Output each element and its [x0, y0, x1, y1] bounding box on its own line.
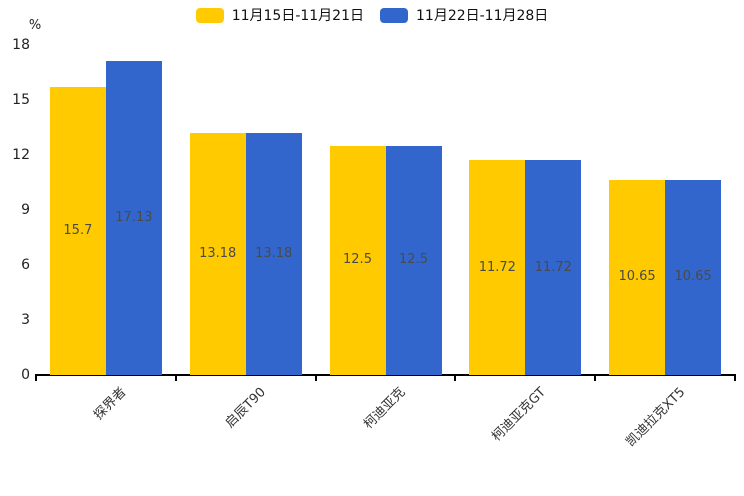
- bar-value-label: 15.7: [63, 223, 93, 239]
- bar-value-label: 11.72: [478, 259, 516, 275]
- y-tick-label: 18: [12, 37, 30, 53]
- x-category-label: 柯迪亚克: [361, 384, 409, 433]
- bar-series0-cat4[interactable]: [609, 179, 666, 375]
- legend: 11月15日-11月21日 11月22日-11月28日: [0, 5, 744, 25]
- x-axis-tick: [174, 376, 177, 381]
- y-tick-label: 15: [12, 92, 30, 108]
- bar-value-label: 13.18: [199, 246, 237, 262]
- bar-series1-cat4[interactable]: [665, 179, 722, 375]
- x-axis-tick: [734, 376, 736, 381]
- x-axis-tick: [594, 376, 597, 381]
- bar-value-label: 12.5: [343, 252, 372, 268]
- legend-label: 11月15日-11月21日: [231, 8, 364, 24]
- x-axis-tick: [35, 376, 37, 381]
- bar-value-label: 12.5: [399, 252, 428, 268]
- legend-item-series1[interactable]: 11月22日-11月28日: [380, 5, 548, 25]
- y-tick-label: 9: [21, 202, 30, 218]
- x-axis-tick: [314, 376, 317, 381]
- bar-series1-cat3[interactable]: [525, 160, 582, 375]
- x-category-label: 启辰T90: [222, 384, 270, 432]
- bar-series0-cat0[interactable]: [49, 87, 106, 375]
- bar-value-label: 10.65: [618, 269, 656, 285]
- bar-value-label: 11.72: [534, 259, 572, 275]
- bar-series1-cat1[interactable]: [245, 133, 302, 375]
- y-tick-label: 0: [21, 367, 30, 383]
- y-tick-label: 6: [21, 257, 30, 273]
- bar-series0-cat2[interactable]: [329, 145, 386, 375]
- x-category-label: 柯迪亚克GT: [488, 384, 549, 445]
- bar-series0-cat1[interactable]: [189, 133, 246, 375]
- bar-value-label: 10.65: [674, 269, 712, 285]
- y-axis-unit-label: %: [28, 18, 42, 33]
- bar-series1-cat2[interactable]: [385, 145, 442, 375]
- x-category-label: 凯迪拉克XT5: [623, 384, 689, 450]
- y-tick-label: 3: [21, 312, 30, 328]
- bar-series1-cat0[interactable]: [105, 60, 162, 375]
- legend-label: 11月22日-11月28日: [416, 8, 549, 24]
- x-axis-tick: [454, 376, 457, 381]
- bar-value-label: 13.18: [255, 246, 293, 262]
- legend-swatch-icon: [380, 7, 408, 23]
- legend-swatch-icon: [195, 7, 224, 23]
- y-tick-label: 12: [12, 147, 30, 163]
- bar-series0-cat3[interactable]: [469, 160, 526, 375]
- x-category-label: 探界者: [91, 384, 130, 424]
- x-axis-line: [35, 374, 736, 376]
- bar-value-label: 17.13: [115, 209, 153, 225]
- legend-item-series0[interactable]: 11月15日-11月21日: [195, 5, 364, 25]
